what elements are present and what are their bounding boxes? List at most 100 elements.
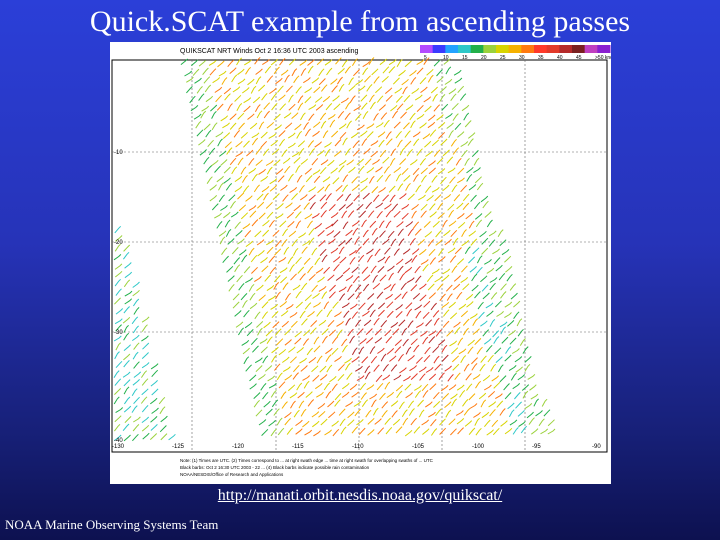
- legend-swatch: [420, 45, 434, 53]
- wind-barb: [457, 85, 465, 94]
- wind-barb: [319, 194, 327, 202]
- wind-barb: [253, 399, 260, 408]
- wind-barb: [331, 130, 339, 138]
- wind-barb: [224, 93, 231, 101]
- wind-barb: [184, 70, 193, 77]
- wind-barb: [332, 301, 339, 309]
- wind-barb: [351, 426, 359, 434]
- wind-barb: [419, 157, 427, 166]
- wind-barb: [499, 375, 507, 383]
- wind-barb: [273, 66, 280, 75]
- wind-barb: [123, 405, 132, 413]
- wind-barb: [425, 319, 433, 327]
- wind-barb: [376, 95, 384, 103]
- wind-barb: [114, 351, 120, 360]
- wind-barb: [438, 372, 445, 380]
- wind-barb: [406, 308, 413, 317]
- wind-barb: [366, 123, 375, 129]
- wind-barb: [295, 165, 301, 173]
- wind-barb: [303, 329, 311, 337]
- wind-barb: [231, 247, 239, 255]
- wind-barb: [504, 427, 513, 435]
- wind-barb: [237, 327, 244, 336]
- wind-barb: [140, 370, 148, 378]
- wind-barb: [304, 294, 312, 302]
- wind-barb: [373, 76, 380, 84]
- wind-barb: [114, 278, 121, 287]
- source-url-link[interactable]: http://manati.orbit.nesdis.noaa.gov/quik…: [217, 487, 503, 504]
- wind-barb: [447, 374, 454, 382]
- wind-barb: [376, 291, 384, 299]
- wind-barb: [416, 113, 425, 120]
- wind-barb: [362, 229, 369, 238]
- wind-barb: [457, 167, 465, 175]
- wind-barb: [517, 374, 526, 381]
- wind-barb: [282, 228, 289, 237]
- wind-barb: [454, 326, 461, 335]
- wind-barb: [285, 202, 293, 209]
- wind-barb: [342, 184, 349, 193]
- wind-barb: [404, 429, 413, 437]
- wind-barb: [229, 67, 237, 74]
- wind-barb: [429, 383, 437, 391]
- wind-barb: [504, 312, 512, 319]
- wind-barb: [524, 363, 531, 372]
- wind-barb: [339, 293, 346, 301]
- wind-barb: [264, 274, 271, 282]
- wind-barb: [195, 120, 202, 129]
- wind-barb: [407, 355, 415, 362]
- wind-barb: [467, 138, 474, 146]
- wind-barb: [218, 70, 227, 77]
- wind-barb: [438, 248, 445, 256]
- wind-barb: [460, 355, 467, 363]
- wind-barb: [254, 230, 262, 238]
- wind-barb: [303, 202, 310, 210]
- wind-barb: [423, 57, 430, 65]
- wind-barb: [403, 375, 411, 382]
- wind-barb: [373, 194, 380, 202]
- wind-barb: [284, 374, 293, 381]
- wind-barb: [428, 330, 437, 337]
- wind-barb: [394, 346, 402, 354]
- wind-barb: [362, 192, 370, 200]
- wind-barb: [306, 220, 313, 229]
- wind-barb: [273, 113, 281, 121]
- wind-barb: [275, 168, 284, 175]
- wind-barb: [369, 309, 376, 318]
- wind-swath: [113, 56, 556, 442]
- wind-barb: [375, 202, 384, 209]
- wind-barb: [449, 340, 458, 347]
- wind-barb: [439, 86, 447, 93]
- wind-barb: [304, 128, 311, 137]
- wind-barb: [293, 156, 301, 164]
- wind-barb: [373, 112, 379, 121]
- wind-barb: [237, 68, 245, 76]
- wind-barb: [482, 329, 490, 337]
- wind-barb: [353, 400, 362, 407]
- wind-barb: [303, 257, 311, 265]
- wind-barb: [468, 220, 475, 229]
- wind-barb: [372, 282, 381, 290]
- wind-barb: [433, 317, 440, 326]
- wind-barb: [238, 204, 247, 212]
- wind-barb: [300, 282, 308, 291]
- wind-barb: [289, 356, 297, 364]
- wind-barb: [268, 295, 276, 301]
- wind-barb: [311, 365, 319, 373]
- wind-barb: [395, 304, 403, 311]
- wind-barb: [229, 113, 237, 121]
- wind-barb: [433, 149, 441, 157]
- wind-barb: [307, 265, 314, 274]
- legend-swatch: [445, 45, 459, 53]
- wind-barb: [296, 174, 303, 183]
- wind-barb: [348, 166, 356, 174]
- wind-barb: [249, 122, 258, 130]
- wind-barb: [209, 184, 217, 191]
- wind-barb: [321, 254, 328, 263]
- wind-barb: [431, 186, 440, 193]
- wind-barb: [514, 356, 523, 363]
- wind-barb: [462, 399, 469, 407]
- wind-barb: [298, 184, 305, 193]
- wind-barb: [383, 119, 390, 128]
- wind-barb: [275, 213, 284, 220]
